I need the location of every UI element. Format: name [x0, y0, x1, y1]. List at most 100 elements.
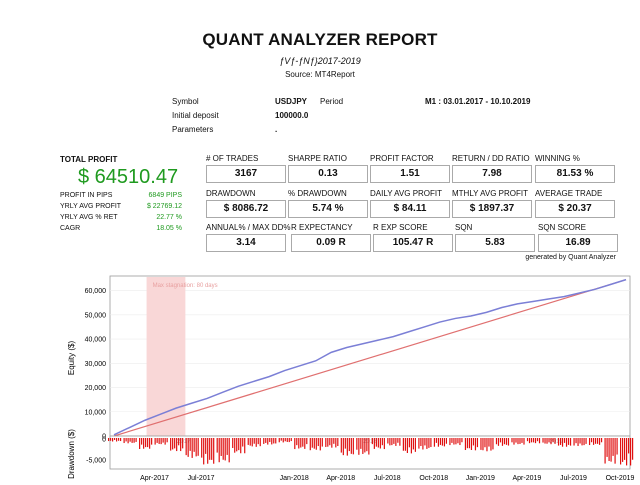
drawdown-bar	[172, 438, 174, 450]
stat-label: # OF TRADES	[206, 154, 259, 163]
drawdown-bar	[156, 438, 158, 443]
drawdown-bar	[180, 438, 182, 452]
drawdown-bar	[451, 438, 453, 443]
stat-value: 5.83	[455, 234, 535, 252]
drawdown-bar	[486, 438, 488, 452]
equity-axis-label: Equity ($)	[67, 341, 76, 376]
summary-value: 18.05 %	[156, 225, 182, 232]
drawdown-bar	[511, 438, 513, 443]
drawdown-bar	[561, 438, 564, 447]
drawdown-bar	[302, 438, 304, 447]
drawdown-bar	[131, 438, 133, 443]
drawdown-bar	[197, 438, 199, 456]
drawdown-bar	[433, 438, 436, 447]
stat-label: ANNUAL% / MAX DD%	[206, 223, 291, 232]
drawdown-bar	[306, 438, 308, 445]
stat-value: $ 8086.72	[206, 200, 286, 218]
stat-value: $ 1897.37	[452, 200, 532, 218]
drawdown-bar	[118, 438, 120, 441]
y-tick-label: 10,000	[85, 409, 107, 416]
drawdown-bar	[133, 438, 135, 443]
drawdown-bar	[567, 438, 570, 445]
drawdown-tick-label: -5,000	[86, 458, 106, 465]
drawdown-bar	[213, 438, 215, 464]
drawdown-bar	[333, 438, 335, 444]
drawdown-bar	[253, 438, 255, 444]
drawdown-bar	[232, 438, 234, 449]
drawdown-bar	[630, 438, 632, 466]
drawdown-bar	[507, 438, 510, 446]
drawdown-bar	[178, 438, 180, 446]
drawdown-bar	[149, 438, 151, 449]
drawdown-bar	[123, 438, 125, 444]
drawdown-bar	[216, 438, 218, 453]
x-tick-label: Jul-2019	[560, 475, 587, 482]
drawdown-bar	[472, 438, 475, 446]
stat-value: 1.51	[370, 165, 450, 183]
drawdown-bar	[412, 438, 414, 450]
drawdown-bar	[267, 438, 269, 445]
drawdown-bar	[364, 438, 366, 453]
drawdown-bar	[158, 438, 160, 444]
drawdown-bar	[129, 438, 131, 442]
y-tick-label: 30,000	[85, 361, 107, 368]
drawdown-bar	[528, 438, 531, 444]
drawdown-bar	[317, 438, 319, 447]
drawdown-bar	[234, 438, 236, 453]
drawdown-bar	[492, 438, 494, 450]
drawdown-bar	[391, 438, 393, 446]
drawdown-bar	[435, 438, 438, 443]
equity-grid	[110, 290, 630, 437]
drawdown-bar	[174, 438, 176, 449]
drawdown-bar	[542, 438, 544, 443]
stat-label: SQN SCORE	[538, 223, 587, 232]
drawdown-bar	[337, 438, 339, 447]
stat-label: DAILY AVG PROFIT	[370, 189, 443, 198]
drawdown-bar	[393, 438, 395, 444]
drawdown-bar	[139, 438, 141, 450]
drawdown-bar	[375, 438, 377, 447]
stat-value: 0.13	[288, 165, 368, 183]
drawdown-bar	[381, 438, 383, 446]
drawdown-tick-label: 0	[102, 437, 106, 444]
drawdown-bar	[422, 438, 424, 450]
equity-y-ticks: 60,000 50,000 40,000 30,000 20,000 10,000 0	[85, 288, 107, 440]
drawdown-bar	[616, 438, 618, 455]
drawdown-bar	[211, 438, 213, 460]
drawdown-bar	[461, 438, 463, 443]
y-tick-label: 0	[102, 434, 106, 441]
equity-chart: Max stagnation: 80 days 60,000 50,000 40,0…	[67, 275, 635, 482]
equity-lines	[113, 278, 627, 437]
drawdown-bar	[626, 438, 628, 466]
drawdown-bar	[284, 438, 286, 442]
year-label: 2017	[177, 439, 191, 445]
drawdown-bar	[513, 438, 515, 445]
drawdown-bar	[428, 438, 430, 448]
drawdown-bar	[624, 438, 626, 460]
drawdown-bar	[563, 438, 566, 443]
drawdown-bar	[112, 438, 114, 442]
drawdown-bar	[162, 438, 164, 443]
drawdown-bar	[335, 438, 337, 448]
summary-value: 22.77 %	[156, 214, 182, 221]
drawdown-bar	[224, 438, 226, 461]
stat-value: 0.09 R	[291, 234, 371, 252]
drawdown-bar	[160, 438, 162, 445]
drawdown-bar	[201, 438, 203, 458]
drawdown-bar	[530, 438, 533, 443]
drawdown-bar	[379, 438, 381, 449]
drawdown-y-ticks: 0 -5,000	[86, 437, 106, 465]
drawdown-bar	[402, 438, 404, 451]
drawdown-bar	[286, 438, 288, 442]
drawdown-bar	[176, 438, 178, 452]
drawdown-bar	[426, 438, 428, 449]
x-tick-label: Jul-2018	[374, 475, 401, 482]
drawdown-bar	[443, 438, 446, 447]
drawdown-bar	[265, 438, 267, 443]
stat-label: WINNING %	[535, 154, 580, 163]
drawdown-bar	[554, 438, 556, 444]
drawdown-bar	[470, 438, 473, 450]
drawdown-bar	[182, 438, 184, 449]
drawdown-bar	[590, 438, 593, 443]
drawdown-bar	[251, 438, 253, 447]
